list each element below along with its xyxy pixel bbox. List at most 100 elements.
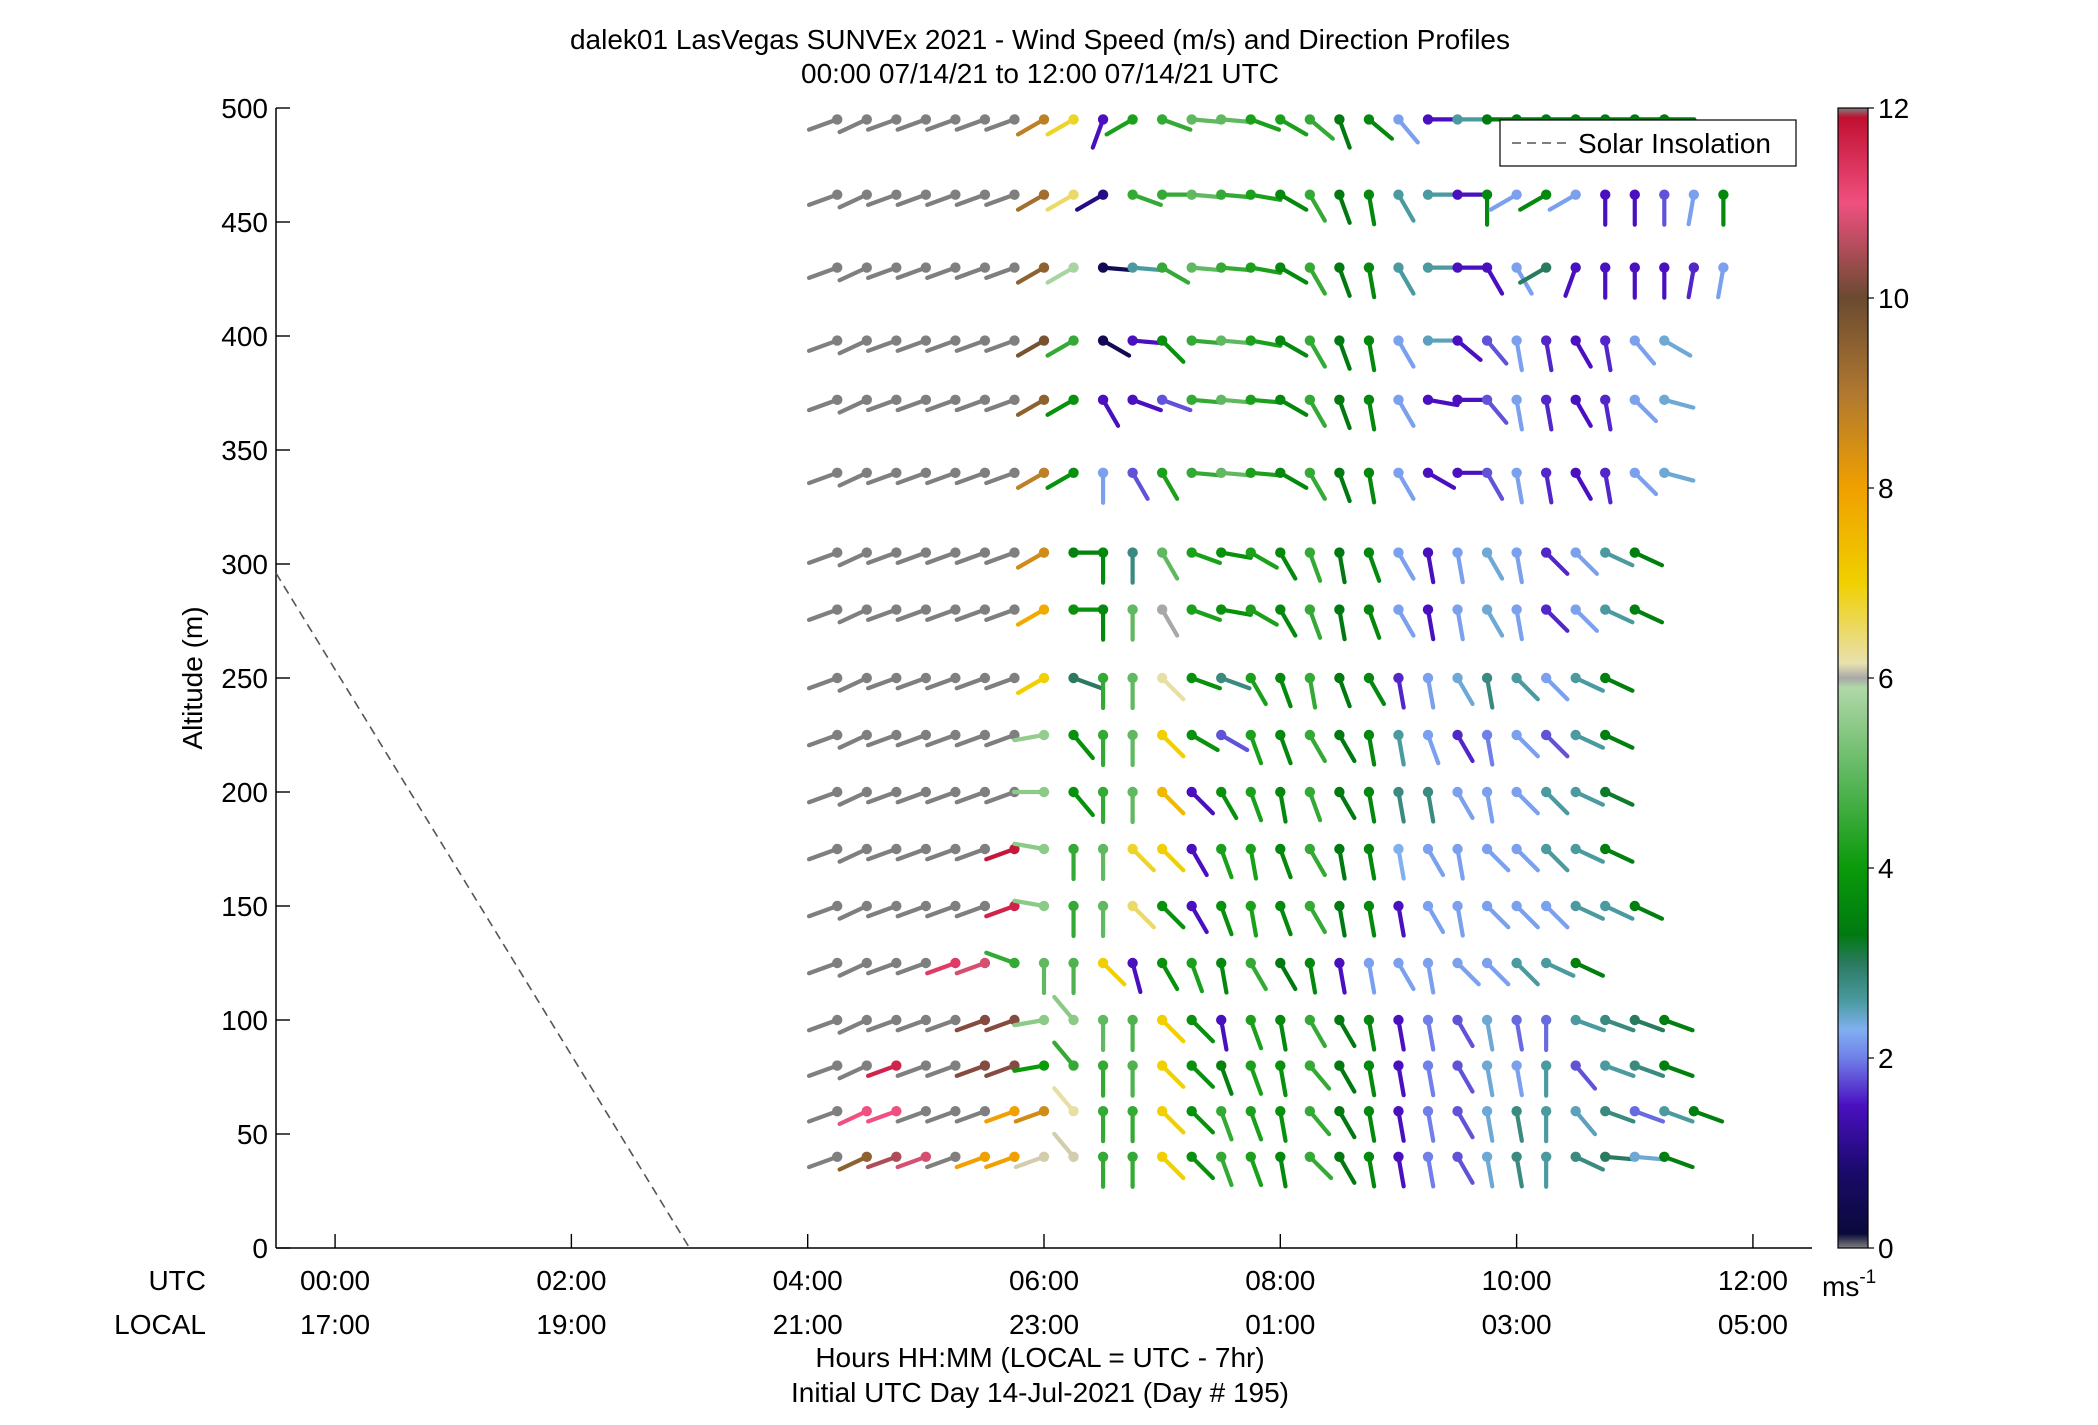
- wind-barb-dot: [891, 394, 902, 406]
- wind-barb-dot: [950, 672, 961, 684]
- wind-barb: [837, 1060, 872, 1081]
- wind-barb: [1304, 467, 1327, 501]
- wind-barb-dot: [1540, 1014, 1552, 1026]
- wind-barb-dot: [950, 843, 961, 855]
- wind-barb: [1511, 729, 1540, 759]
- wind-barb-dot: [1216, 786, 1227, 798]
- wind-barb: [1570, 1151, 1605, 1172]
- wind-barb-dot: [1600, 900, 1611, 912]
- wind-barb: [1334, 394, 1352, 431]
- wind-barb-dot: [1068, 467, 1079, 478]
- wind-barb-dot: [1216, 335, 1227, 346]
- wind-barb: [1718, 189, 1729, 227]
- wind-barb: [1334, 114, 1352, 150]
- wind-barb: [925, 262, 961, 280]
- wind-barb: [1186, 900, 1209, 935]
- wind-barb-dot: [1068, 547, 1079, 558]
- wind-barb: [1481, 1151, 1495, 1189]
- wind-barb-dot: [1009, 262, 1020, 273]
- wind-barb: [1156, 1151, 1186, 1181]
- wind-barb-dot: [979, 1014, 991, 1026]
- wind-barb: [1452, 900, 1465, 938]
- wind-barb-dot: [1245, 114, 1256, 125]
- wind-barb-dot: [1275, 467, 1286, 478]
- wind-barb-dot: [1511, 900, 1522, 912]
- wind-barb: [1570, 900, 1605, 921]
- wind-barb-dot: [920, 957, 932, 969]
- wind-barb-dot: [1156, 604, 1168, 615]
- wind-barb: [1097, 1014, 1109, 1053]
- x-tick-label-local: 03:00: [1482, 1309, 1552, 1340]
- wind-barb-dot: [1186, 900, 1197, 912]
- wind-barb-dot: [1216, 900, 1227, 912]
- wind-barb-dot: [1216, 1106, 1227, 1117]
- wind-barb: [1540, 786, 1570, 816]
- wind-barb-dot: [891, 335, 902, 346]
- wind-barb: [1540, 672, 1570, 702]
- wind-barb-dot: [832, 189, 843, 200]
- wind-barb-dot: [1570, 1014, 1581, 1026]
- wind-barb: [1216, 957, 1229, 995]
- wind-barb-dot: [1038, 547, 1050, 558]
- wind-barb-dot: [1334, 262, 1345, 273]
- wind-barb: [1452, 604, 1465, 642]
- wind-barb: [1156, 1060, 1186, 1089]
- wind-barb: [895, 672, 932, 691]
- wind-barb-dot: [1038, 786, 1050, 798]
- wind-barb: [1045, 335, 1079, 358]
- wind-barb: [1275, 114, 1309, 137]
- wind-barb-dot: [1540, 547, 1552, 558]
- wind-barb-dot: [891, 547, 902, 558]
- wind-barb-dot: [1127, 335, 1138, 346]
- wind-barb: [954, 1014, 991, 1033]
- wind-barb-dot: [1156, 1151, 1168, 1163]
- wind-barb-dot: [891, 900, 902, 912]
- wind-barb-dot: [1363, 394, 1375, 406]
- wind-barb: [1015, 467, 1050, 490]
- wind-barb-dot: [1038, 729, 1050, 741]
- wind-barb-dot: [979, 262, 991, 273]
- wind-barb-dot: [832, 900, 843, 912]
- wind-barb-dot: [1540, 900, 1552, 912]
- wind-barb: [1629, 1014, 1666, 1033]
- wind-barb-dot: [861, 1106, 872, 1117]
- wind-barb: [806, 262, 843, 280]
- wind-barb-dot: [1393, 843, 1404, 855]
- wind-barb-dot: [1629, 547, 1640, 558]
- wind-barb: [1304, 957, 1318, 995]
- wind-barb: [1570, 957, 1605, 978]
- colorbar-tick-label: 12: [1878, 93, 1909, 124]
- wind-barb: [806, 604, 843, 622]
- wind-barb-dot: [1511, 786, 1522, 798]
- wind-barb: [837, 189, 872, 210]
- wind-barb: [984, 262, 1020, 280]
- wind-barb: [1363, 547, 1382, 583]
- wind-barb: [1127, 467, 1150, 501]
- wind-barb-dot: [1422, 1014, 1434, 1026]
- wind-barb-dot: [1156, 1014, 1168, 1026]
- wind-barb: [1570, 1106, 1598, 1137]
- wind-barb-dot: [1097, 1106, 1109, 1117]
- wind-barb-dot: [1393, 262, 1404, 273]
- wind-barb-dot: [1186, 335, 1197, 346]
- wind-barb-dot: [979, 1151, 991, 1163]
- wind-barb-dot: [1629, 394, 1640, 406]
- wind-barb: [1127, 394, 1163, 413]
- wind-barb: [1127, 604, 1138, 642]
- wind-barb-dot: [1186, 394, 1197, 406]
- wind-barb-dot: [1570, 394, 1581, 406]
- wind-barb-dot: [950, 1060, 961, 1071]
- wind-barb: [806, 1060, 843, 1078]
- wind-barb: [1659, 335, 1693, 358]
- wind-barb: [984, 1106, 1020, 1124]
- wind-barb-dot: [1009, 467, 1020, 478]
- wind-barb: [866, 957, 902, 976]
- wind-barb-dot: [1600, 1106, 1611, 1117]
- wind-barb-dot: [1186, 1060, 1197, 1071]
- wind-barb-dot: [1481, 1014, 1493, 1026]
- wind-barb: [1393, 1151, 1406, 1189]
- wind-barb-dot: [1511, 1106, 1522, 1117]
- wind-barb: [984, 1151, 1020, 1170]
- wind-barb-dot: [1481, 729, 1493, 741]
- wind-barb-dot: [979, 1060, 991, 1071]
